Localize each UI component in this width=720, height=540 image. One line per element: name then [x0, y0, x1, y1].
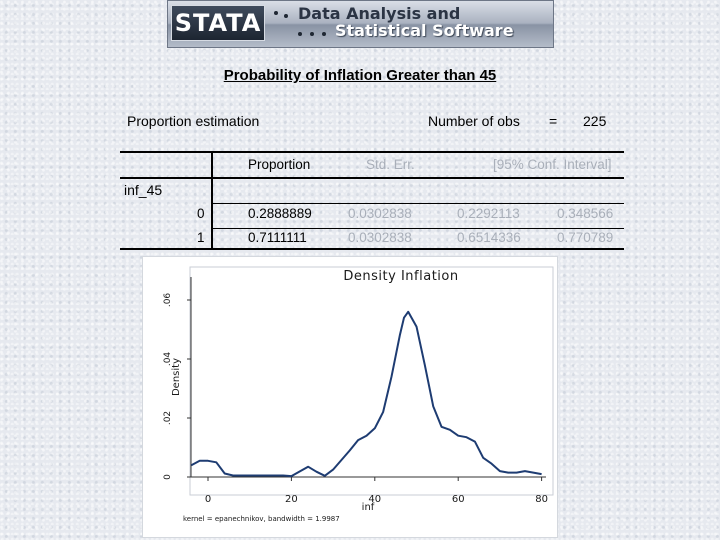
nobs-label: Number of obs — [428, 113, 520, 129]
table-sub-rule — [212, 203, 624, 204]
row-0-std-err: 0.0302838 — [348, 206, 412, 221]
banner-dot — [322, 32, 326, 36]
page-title: Probability of Inflation Greater than 45 — [223, 67, 497, 84]
row-1-level: 1 — [197, 230, 205, 245]
variable-label: inf_45 — [124, 182, 163, 198]
chart-title: Density Inflation — [343, 269, 458, 284]
table-header-rule — [120, 177, 624, 179]
x-tick-label: 60 — [452, 494, 465, 505]
banner-dot — [284, 14, 288, 18]
table-vertical-rule — [211, 151, 213, 248]
table-top-rule — [120, 151, 624, 153]
banner-line-2: Statistical Software — [335, 21, 514, 40]
x-tick-label: 20 — [285, 494, 298, 505]
row-0-level: 0 — [197, 206, 205, 221]
plot-region-frame — [189, 266, 554, 496]
col-header-ci: [95% Conf. Interval] — [493, 157, 612, 172]
y-tick-label: .02 — [163, 411, 173, 425]
y-tick-label: .04 — [163, 352, 173, 367]
table-bottom-rule — [120, 248, 624, 250]
col-header-std-err: Std. Err. — [366, 157, 415, 172]
density-chart-svg: Density Inflation 0 .02 .04 .06 0 20 40 60 80 D… — [163, 266, 554, 523]
row-0-ci-high: 0.348566 — [557, 206, 614, 221]
nobs-value: 225 — [583, 113, 607, 129]
banner-dot — [298, 32, 302, 36]
stata-banner: STATA Data Analysis and Statistical Soft… — [167, 0, 554, 48]
banner-line-1: Data Analysis and — [298, 4, 461, 23]
x-tick-label: 80 — [535, 494, 548, 505]
density-line — [190, 310, 542, 478]
row-0-ci-low: 0.2292113 — [457, 206, 520, 221]
row-1-ci-high: 0.770789 — [557, 230, 614, 245]
row-1-ci-low: 0.6514336 — [457, 230, 521, 245]
x-axis-label: inf — [362, 502, 375, 513]
y-tick-label: 0 — [163, 474, 173, 480]
stata-logo: STATA — [171, 5, 265, 41]
density-chart: Density Inflation 0 .02 .04 .06 0 20 40 60 80 D… — [142, 256, 558, 538]
nobs-equals: = — [549, 113, 558, 129]
row-1-std-err: 0.0302838 — [348, 230, 412, 245]
row-0-proportion: 0.2888889 — [248, 206, 312, 221]
x-tick-label: 0 — [205, 494, 211, 505]
y-tick-label: .06 — [163, 293, 173, 308]
row-1-proportion: 0.7111111 — [248, 230, 307, 245]
col-header-proportion: Proportion — [248, 157, 311, 172]
kernel-note: kernel = epanechnikov, bandwidth = 1.998… — [183, 515, 340, 523]
table-row-rule — [212, 228, 624, 229]
estimation-label: Proportion estimation — [127, 113, 260, 129]
y-axis-label: Density — [171, 358, 182, 396]
x-tick-label: 40 — [368, 494, 381, 505]
banner-dot — [274, 11, 278, 15]
banner-dot — [310, 32, 314, 36]
